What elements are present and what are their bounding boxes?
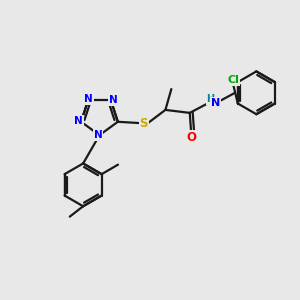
Text: N: N — [109, 95, 118, 105]
Text: O: O — [186, 131, 196, 144]
Text: N: N — [211, 98, 220, 108]
Text: N: N — [74, 116, 83, 126]
Text: N: N — [84, 94, 93, 104]
Text: Cl: Cl — [227, 75, 239, 85]
Text: H: H — [206, 94, 214, 104]
Text: N: N — [94, 130, 102, 140]
Text: S: S — [140, 117, 148, 130]
